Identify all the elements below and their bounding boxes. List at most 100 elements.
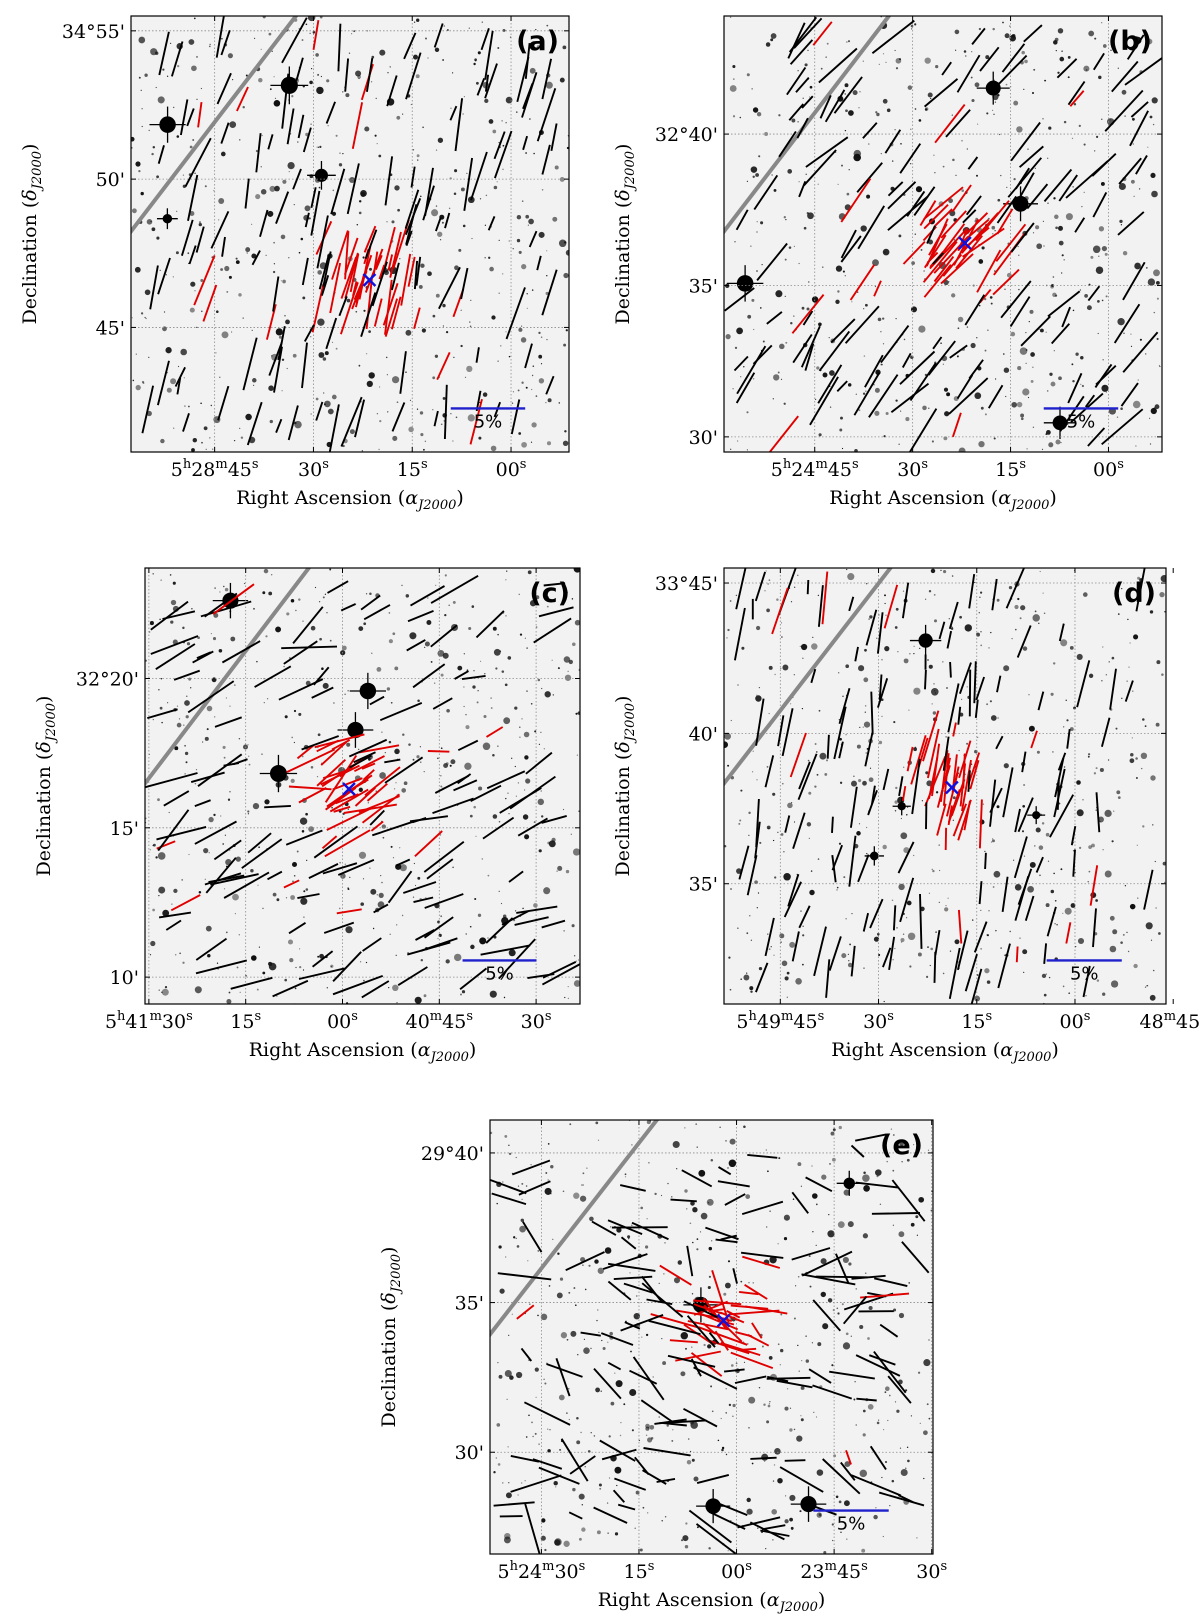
polarization-vector: [536, 255, 542, 271]
polarization-vector: [897, 841, 915, 874]
polarization-vector-highlight: [351, 102, 364, 149]
polarization-vector: [620, 1314, 664, 1332]
polarization-vector: [384, 156, 394, 206]
polarization-vector: [591, 1220, 617, 1236]
polarization-vector: [346, 163, 360, 215]
polarization-vector-highlight: [344, 237, 359, 276]
polarization-vectors: [141, 16, 558, 452]
polarization-vector: [825, 959, 831, 998]
y-axis-title: Declination (δJ2000): [612, 144, 638, 325]
polarization-vector: [197, 753, 243, 787]
polarization-vector: [246, 401, 263, 446]
polarization-vector-highlight: [288, 785, 332, 791]
polarization-vector: [484, 63, 498, 99]
polarization-vector: [864, 354, 884, 388]
polarization-vector-highlight: [384, 298, 399, 337]
polarization-vector: [948, 377, 989, 415]
polarization-vector: [1124, 56, 1162, 86]
polarization-vector: [777, 715, 785, 747]
polarization-vector: [541, 814, 567, 824]
polarization-vector: [453, 779, 478, 792]
polarization-vector: [360, 594, 381, 611]
polarization-vector: [868, 1354, 896, 1366]
polarization-vector: [798, 905, 811, 929]
polarization-vector: [856, 162, 883, 193]
polarization-vector: [855, 1181, 899, 1189]
polarization-vector: [337, 859, 375, 876]
polarization-vector: [938, 621, 946, 640]
polarization-vector: [157, 145, 165, 164]
polarization-vector: [217, 385, 230, 421]
polarization-vector: [741, 1200, 784, 1216]
polarization-vector: [301, 257, 309, 286]
polarization-vector-highlight: [1089, 865, 1099, 906]
polarization-vector: [354, 399, 366, 438]
polarization-vector-highlight: [923, 264, 952, 298]
polarization-vector: [848, 596, 855, 612]
polarization-vector: [281, 73, 290, 129]
polarization-vector: [736, 345, 767, 395]
polarization-vector-highlight: [382, 283, 399, 326]
polarization-vector: [693, 1366, 738, 1390]
polarization-vector-highlight: [314, 733, 365, 749]
polarization-vector-highlight: [378, 264, 386, 280]
polarization-vector: [840, 229, 857, 259]
polarization-vector-highlight: [742, 1255, 781, 1269]
y-tick-labels: 29°40' 35' 30': [421, 1143, 933, 1464]
x-tick-label: 00s: [721, 1559, 752, 1583]
polarization-vector: [415, 929, 435, 941]
y-tick-label: 50': [96, 169, 125, 191]
polarization-vector: [720, 1234, 738, 1241]
polarization-vector: [297, 114, 305, 139]
polarization-vector-highlight: [340, 256, 358, 299]
polarization-vector: [828, 936, 842, 971]
polarization-vector: [1092, 908, 1097, 948]
polarization-vector: [395, 858, 411, 867]
polarization-vector-highlight: [698, 1326, 748, 1346]
polarization-vector: [819, 95, 832, 119]
polarization-vector: [911, 758, 921, 815]
polarization-vector: [1053, 768, 1066, 818]
x-tick-label: 5h49m45s: [736, 1009, 824, 1033]
polarization-vector: [947, 683, 960, 733]
polarization-vector: [1010, 222, 1035, 253]
polarization-vector: [995, 735, 1004, 750]
polarization-vector-highlight: [821, 571, 829, 625]
polarization-vector: [412, 663, 446, 689]
polarization-vector: [683, 1407, 718, 1428]
polarization-vector-highlight: [344, 252, 359, 299]
polarization-vector: [753, 174, 779, 211]
polarization-vector: [749, 1521, 785, 1541]
polarization-vector-highlight: [963, 800, 971, 831]
y-tick-label: 33°45': [655, 573, 718, 595]
polarization-vector: [851, 1274, 886, 1280]
polarization-vector: [499, 787, 542, 814]
polarization-vector: [1054, 757, 1065, 798]
polarization-vector: [887, 195, 929, 231]
svg-text:Declination (δJ2000): Declination (δJ2000): [19, 144, 45, 325]
scale-bar-label: 5%: [1070, 963, 1099, 984]
polarization-vector-highlight: [942, 253, 963, 277]
polarization-vector: [461, 674, 486, 681]
polarization-vector: [275, 191, 290, 224]
polarization-vector: [1092, 52, 1105, 71]
polarization-vector: [1130, 101, 1149, 118]
polarization-vector-highlight: [335, 793, 359, 805]
polarization-vector: [272, 276, 280, 312]
polarization-vector: [791, 1191, 809, 1214]
polarization-vector-highlight: [714, 1330, 729, 1351]
polarization-vector-highlight: [400, 253, 412, 306]
polarization-vector: [996, 195, 1017, 224]
polarization-vector: [946, 630, 953, 649]
polarization-vector: [525, 751, 553, 775]
polarization-vector-highlight: [197, 101, 203, 128]
polarization-vector: [599, 1439, 636, 1462]
polarization-vector: [755, 962, 769, 993]
polarization-vector-highlight: [351, 270, 368, 310]
polarization-vector: [795, 76, 810, 93]
polarization-vector-highlight: [202, 284, 218, 322]
polarization-vector: [297, 893, 320, 900]
polarization-vector: [1001, 43, 1026, 73]
polarization-vector: [165, 919, 182, 931]
